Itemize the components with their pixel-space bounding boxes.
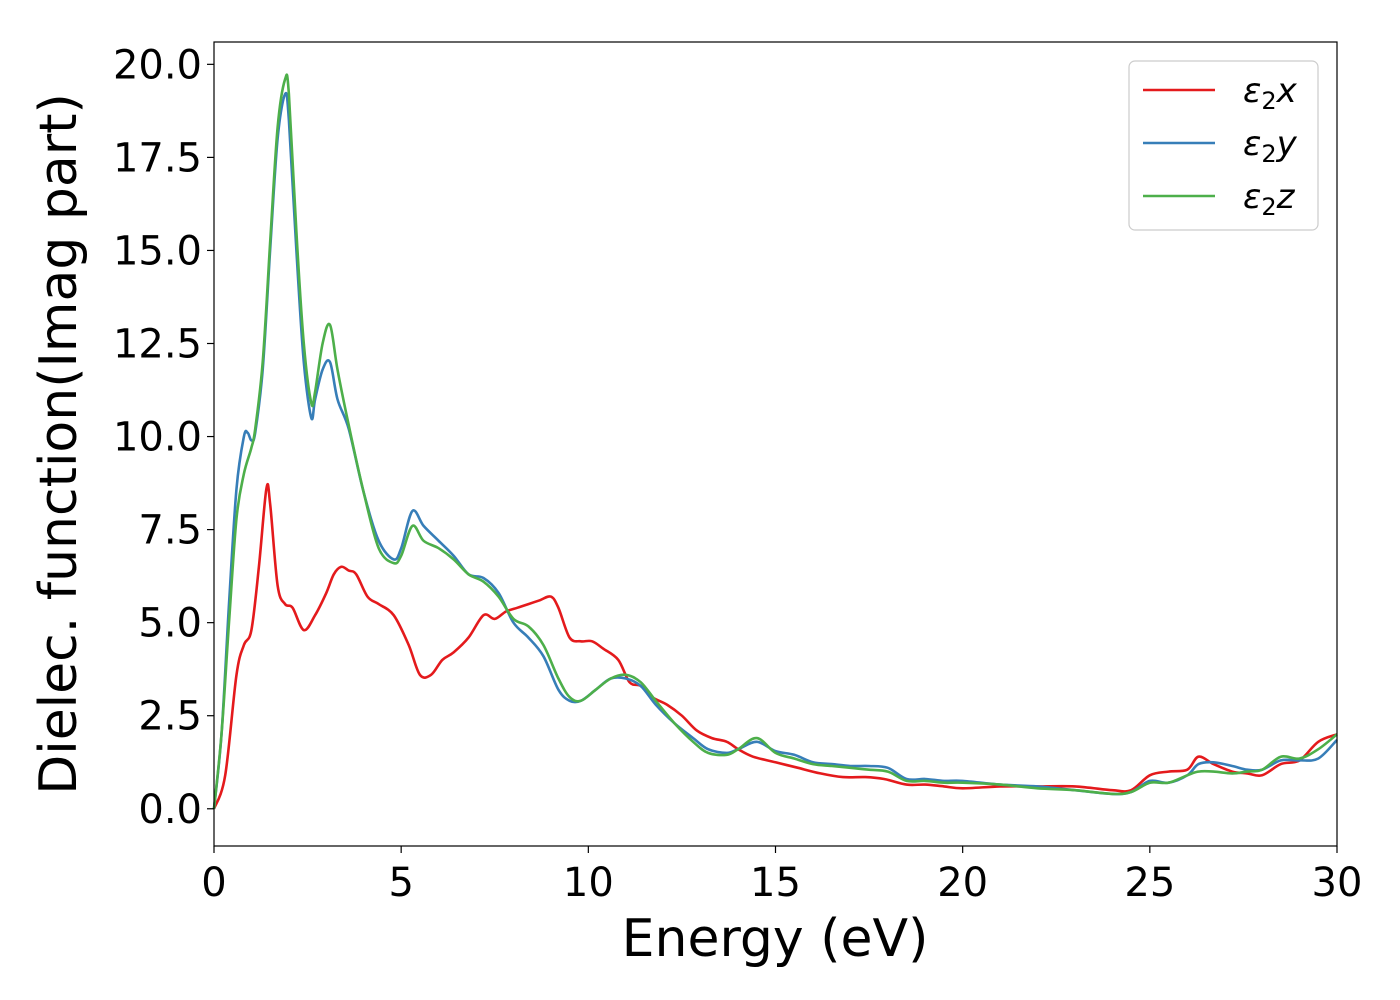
legend-label-y: ε2y [1243, 124, 1298, 168]
y-tick-label: 0.0 [138, 787, 202, 833]
y-axis-ticks: 0.0 2.5 5.0 7.5 10.0 12.5 15.0 17.5 20.0 [113, 42, 214, 833]
series-line-z [212, 73, 1338, 809]
x-tick-label: 20 [937, 860, 988, 906]
x-tick-label: 30 [1312, 860, 1363, 906]
y-tick-label: 7.5 [138, 508, 202, 554]
x-axis-ticks: 0 5 10 15 20 25 30 [201, 846, 1362, 906]
x-tick-label: 10 [563, 860, 614, 906]
x-axis-label: Energy (eV) [622, 909, 929, 969]
legend-box [1128, 60, 1319, 231]
y-tick-label: 5.0 [138, 601, 202, 647]
x-tick-label: 0 [201, 860, 226, 906]
y-tick-label: 2.5 [138, 694, 202, 740]
legend-entries: ε2x ε2y ε2z [1143, 71, 1298, 221]
y-axis-label: Dielec. function(Imag part) [29, 93, 89, 795]
y-tick-label: 10.0 [113, 415, 202, 461]
x-tick-label: 25 [1124, 860, 1175, 906]
legend-label-x: ε2x [1243, 71, 1298, 115]
series-line-x [212, 482, 1338, 810]
y-tick-label: 15.0 [113, 228, 202, 274]
legend: ε2x ε2y ε2z [1128, 60, 1319, 231]
y-tick-label: 17.5 [113, 135, 202, 181]
x-tick-label: 5 [388, 860, 413, 906]
legend-label-z: ε2z [1243, 177, 1296, 221]
x-tick-label: 15 [750, 860, 801, 906]
series-layer [212, 73, 1338, 810]
y-tick-label: 20.0 [113, 42, 202, 88]
y-tick-label: 12.5 [113, 322, 202, 368]
